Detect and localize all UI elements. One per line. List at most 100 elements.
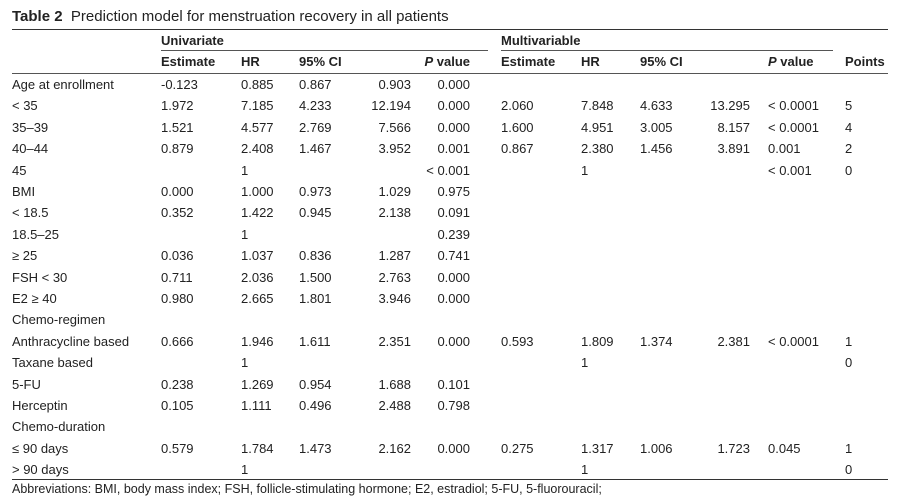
cell-u-hr: 1.037 — [241, 248, 274, 264]
cell-u-p: 0.101 — [437, 376, 470, 392]
cell-label: Chemo-duration — [12, 419, 106, 435]
table-row: 45 1 < 0.001 1 < 0.001 0 — [0, 160, 900, 181]
table-row: Chemo-regimen — [0, 309, 900, 330]
cell-u-ci-hi: 2.138 — [378, 205, 411, 221]
cell-label: Anthracycline based — [12, 333, 130, 349]
cell-m-p: 0.001 — [768, 141, 801, 157]
cell-u-hr: 2.036 — [241, 269, 274, 285]
cell-u-hr: 7.185 — [241, 98, 274, 114]
header-univariate-estimate: Estimate — [161, 54, 216, 69]
cell-points: 4 — [845, 119, 853, 135]
cell-u-p: 0.000 — [437, 269, 470, 285]
cell-label: FSH < 30 — [12, 269, 68, 285]
cell-points: 5 — [845, 98, 853, 114]
cell-u-hr: 1 — [241, 162, 249, 178]
cell-u-hr: 1 — [241, 462, 249, 478]
header-univariate-p: P value — [408, 54, 470, 69]
cell-u-ci-hi: 1.029 — [378, 184, 411, 199]
cell-label: ≤ 90 days — [12, 440, 69, 456]
cell-u-ci-hi: 2.162 — [378, 440, 411, 456]
cell-u-hr: 1.422 — [241, 205, 274, 221]
cell-u-ci-hi: 1.688 — [378, 376, 411, 392]
group-multivariable: Multivariable — [501, 33, 581, 48]
cell-u-ci-hi: 3.946 — [378, 291, 411, 306]
header-rule — [12, 73, 888, 74]
cell-u-ci-lo: 1.611 — [299, 333, 331, 349]
table-row: 18.5–25 1 0.239 — [0, 224, 900, 245]
multivariable-rule — [501, 50, 833, 51]
header-multivariable-p: P value — [768, 54, 814, 69]
cell-u-est: 1.521 — [161, 119, 194, 135]
table-row: Age at enrollment -0.123 0.885 0.867 0.903 0.… — [0, 74, 900, 95]
cell-u-ci-hi: 7.566 — [378, 119, 411, 135]
cell-u-est: 0.105 — [161, 398, 194, 413]
cell-m-hr: 1.317 — [581, 440, 614, 456]
cell-u-est: 0.000 — [161, 184, 194, 199]
cell-u-ci-lo: 0.867 — [299, 77, 332, 92]
table-row: < 18.5 0.352 1.422 0.945 2.138 0.091 — [0, 202, 900, 223]
cell-m-hr: 4.951 — [581, 119, 614, 135]
cell-u-ci-lo: 0.973 — [299, 184, 332, 199]
cell-m-hr: 7.848 — [581, 98, 614, 114]
cell-u-est: 0.036 — [161, 248, 194, 264]
cell-label: Taxane based — [12, 355, 93, 371]
p-italic: P — [424, 54, 434, 69]
cell-u-p: 0.001 — [437, 141, 470, 157]
cell-m-p: 0.045 — [768, 440, 801, 456]
cell-u-ci-hi: 1.287 — [378, 248, 411, 264]
cell-u-est: 0.879 — [161, 141, 194, 157]
cell-u-p: 0.239 — [437, 226, 470, 242]
table-title: Prediction model for menstruation recove… — [70, 8, 449, 25]
cell-u-p: 0.741 — [437, 248, 470, 264]
header-multivariable-ci: 95% CI — [640, 54, 683, 69]
cell-label: ≥ 25 — [12, 248, 38, 264]
cell-u-est: 0.666 — [161, 333, 194, 349]
table-row: ≥ 25 0.036 1.037 0.836 1.287 0.741 — [0, 245, 900, 266]
cell-u-hr: 2.665 — [241, 291, 274, 306]
cell-points: 0 — [845, 462, 853, 478]
cell-u-hr: 4.577 — [241, 119, 274, 135]
cell-u-ci-lo: 1.467 — [299, 141, 332, 157]
cell-label: E2 ≥ 40 — [12, 291, 57, 306]
table-footnote: Abbreviations: BMI, body mass index; FSH… — [12, 482, 602, 496]
cell-u-ci-hi: 0.903 — [378, 77, 411, 92]
cell-u-p: 0.091 — [437, 205, 470, 221]
cell-m-ci-lo: 3.005 — [640, 119, 673, 135]
cell-u-ci-lo: 1.473 — [299, 440, 332, 456]
cell-points: 1 — [845, 440, 853, 456]
p-rest: value — [433, 54, 470, 69]
cell-u-ci-hi: 3.952 — [378, 141, 411, 157]
cell-u-hr: 0.885 — [241, 77, 274, 92]
table-row: ≤ 90 days 0.579 1.784 1.473 2.162 0.000 0.275 1… — [0, 438, 900, 459]
cell-m-p: < 0.001 — [768, 162, 812, 178]
cell-u-hr: 1.111 — [241, 398, 272, 413]
cell-u-ci-lo: 4.233 — [299, 98, 332, 114]
cell-label: < 18.5 — [12, 205, 49, 221]
cell-u-hr: 1 — [241, 226, 249, 242]
header-multivariable-estimate: Estimate — [501, 54, 556, 69]
cell-u-p: 0.798 — [437, 398, 470, 413]
group-univariate: Univariate — [161, 33, 224, 48]
cell-m-est: 0.275 — [501, 440, 534, 456]
header-points: Points — [845, 54, 885, 69]
cell-u-p: < 0.001 — [426, 162, 470, 178]
cell-u-p: 0.975 — [437, 184, 470, 199]
cell-u-hr: 1.269 — [241, 376, 274, 392]
cell-u-hr: 2.408 — [241, 141, 274, 157]
cell-label: 5-FU — [12, 376, 41, 392]
cell-u-ci-lo: 1.500 — [299, 269, 332, 285]
cell-m-ci-hi: 8.157 — [717, 119, 750, 135]
cell-u-hr: 1.946 — [241, 333, 274, 349]
cell-m-est: 2.060 — [501, 98, 534, 114]
cell-m-p: < 0.0001 — [768, 333, 819, 349]
cell-m-ci-hi: 2.381 — [717, 333, 750, 349]
header-univariate-hr: HR — [241, 54, 260, 69]
cell-u-ci-hi: 2.488 — [378, 398, 411, 413]
cell-m-ci-lo: 1.456 — [640, 141, 673, 157]
cell-m-hr: 1.809 — [581, 333, 614, 349]
cell-m-est: 0.867 — [501, 141, 534, 157]
cell-m-ci-hi: 1.723 — [717, 440, 750, 456]
bottom-rule — [12, 479, 888, 480]
table-row: < 35 1.972 7.185 4.233 12.194 0.000 2.060 7.848… — [0, 95, 900, 116]
cell-points: 2 — [845, 141, 853, 157]
